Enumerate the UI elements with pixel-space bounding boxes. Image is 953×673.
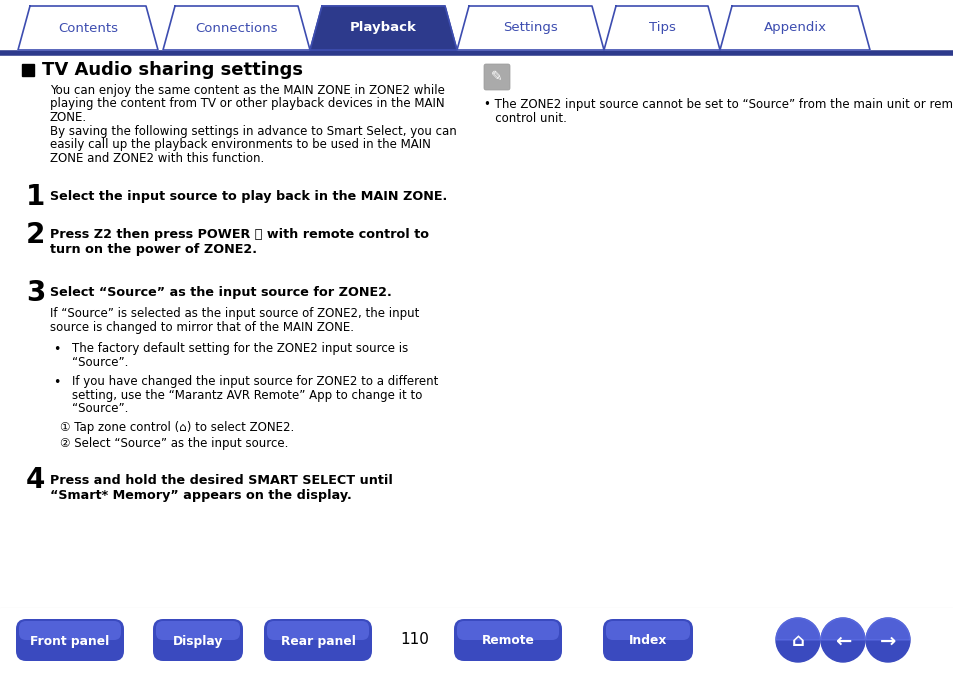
FancyBboxPatch shape <box>156 621 240 640</box>
Bar <box>0 608 953 673</box>
Text: Connections: Connections <box>195 22 277 34</box>
Text: Display: Display <box>172 635 223 647</box>
Text: ✎: ✎ <box>491 70 502 84</box>
Circle shape <box>775 618 820 662</box>
Text: easily call up the playback environments to be used in the MAIN: easily call up the playback environments… <box>50 138 431 151</box>
Text: 3: 3 <box>26 279 46 307</box>
Bar <box>22 64 34 76</box>
Text: turn on the power of ZONE2.: turn on the power of ZONE2. <box>50 243 256 256</box>
Bar <box>0 608 953 673</box>
Polygon shape <box>775 618 820 640</box>
Text: Appendix: Appendix <box>762 22 825 34</box>
Text: →: → <box>879 631 895 651</box>
Text: Select “Source” as the input source for ZONE2.: Select “Source” as the input source for … <box>50 286 392 299</box>
Text: You can enjoy the same content as the MAIN ZONE in ZONE2 while: You can enjoy the same content as the MA… <box>50 84 444 97</box>
Polygon shape <box>865 618 909 640</box>
Text: Settings: Settings <box>502 22 558 34</box>
Text: ② Select “Source” as the input source.: ② Select “Source” as the input source. <box>60 437 288 450</box>
FancyBboxPatch shape <box>454 619 561 661</box>
Circle shape <box>865 618 909 662</box>
Text: ZONE and ZONE2 with this function.: ZONE and ZONE2 with this function. <box>50 151 264 164</box>
Text: Playback: Playback <box>350 22 416 34</box>
Text: ZONE.: ZONE. <box>50 111 87 124</box>
Text: Index: Index <box>628 635 666 647</box>
Polygon shape <box>18 6 158 50</box>
FancyBboxPatch shape <box>602 619 692 661</box>
Text: •: • <box>53 376 60 389</box>
Text: • The ZONE2 input source cannot be set to “Source” from the main unit or remote: • The ZONE2 input source cannot be set t… <box>483 98 953 111</box>
Text: 110: 110 <box>400 633 429 647</box>
FancyBboxPatch shape <box>456 621 558 640</box>
Text: Press Z2 then press POWER ⏻ with remote control to: Press Z2 then press POWER ⏻ with remote … <box>50 228 429 241</box>
Polygon shape <box>310 6 456 50</box>
Text: Rear panel: Rear panel <box>280 635 355 647</box>
Text: 1: 1 <box>26 183 45 211</box>
FancyBboxPatch shape <box>152 619 243 661</box>
Text: Front panel: Front panel <box>30 635 110 647</box>
Text: If “Source” is selected as the input source of ZONE2, the input: If “Source” is selected as the input sou… <box>50 307 419 320</box>
FancyBboxPatch shape <box>264 619 372 661</box>
Text: ←: ← <box>834 631 850 651</box>
Text: Remote: Remote <box>481 635 534 647</box>
Text: “Source”.: “Source”. <box>71 402 129 415</box>
Polygon shape <box>456 6 603 50</box>
Text: Press and hold the desired SMART SELECT until: Press and hold the desired SMART SELECT … <box>50 474 393 487</box>
Text: If you have changed the input source for ZONE2 to a different: If you have changed the input source for… <box>71 375 438 388</box>
FancyBboxPatch shape <box>483 64 510 90</box>
Text: setting, use the “Marantz AVR Remote” App to change it to: setting, use the “Marantz AVR Remote” Ap… <box>71 388 422 402</box>
Polygon shape <box>163 6 310 50</box>
FancyBboxPatch shape <box>267 621 369 640</box>
Polygon shape <box>603 6 720 50</box>
Polygon shape <box>821 618 864 640</box>
FancyBboxPatch shape <box>19 621 121 640</box>
Text: Select the input source to play back in the MAIN ZONE.: Select the input source to play back in … <box>50 190 447 203</box>
Circle shape <box>821 618 864 662</box>
Polygon shape <box>720 6 869 50</box>
Text: Tips: Tips <box>648 22 675 34</box>
Text: By saving the following settings in advance to Smart Select, you can: By saving the following settings in adva… <box>50 125 456 137</box>
Text: “Smart* Memory” appears on the display.: “Smart* Memory” appears on the display. <box>50 489 352 501</box>
Text: The factory default setting for the ZONE2 input source is: The factory default setting for the ZONE… <box>71 342 408 355</box>
Text: control unit.: control unit. <box>483 112 566 125</box>
Text: ① Tap zone control (⌂) to select ZONE2.: ① Tap zone control (⌂) to select ZONE2. <box>60 421 294 435</box>
FancyBboxPatch shape <box>605 621 689 640</box>
Text: ⌂: ⌂ <box>791 632 803 650</box>
Text: TV Audio sharing settings: TV Audio sharing settings <box>42 61 303 79</box>
Text: “Source”.: “Source”. <box>71 355 129 369</box>
Text: 2: 2 <box>26 221 46 249</box>
Text: source is changed to mirror that of the MAIN ZONE.: source is changed to mirror that of the … <box>50 320 354 334</box>
Text: Contents: Contents <box>58 22 118 34</box>
Text: 4: 4 <box>26 466 46 495</box>
FancyBboxPatch shape <box>16 619 124 661</box>
Text: •: • <box>53 343 60 356</box>
Text: playing the content from TV or other playback devices in the MAIN: playing the content from TV or other pla… <box>50 98 444 110</box>
